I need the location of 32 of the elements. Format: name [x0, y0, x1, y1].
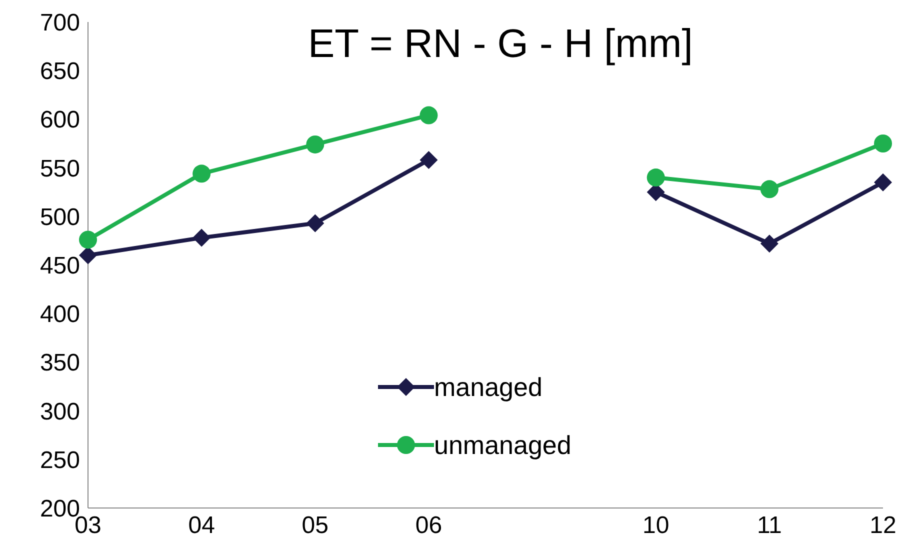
point [874, 134, 892, 152]
x-tick-label: 05 [302, 512, 328, 540]
point [420, 106, 438, 124]
x-tick-label: 12 [870, 512, 896, 540]
y-tick-label: 650 [40, 58, 80, 86]
point [420, 151, 438, 170]
y-tick-label: 300 [40, 398, 80, 426]
point [192, 228, 211, 247]
point [306, 135, 324, 154]
point [646, 168, 665, 187]
y-tick-label: 350 [40, 350, 80, 377]
x-tick-label: 10 [642, 512, 670, 540]
point [760, 180, 778, 198]
point [874, 173, 892, 192]
y-tick-label: 500 [40, 204, 80, 231]
point [760, 234, 778, 253]
point [306, 214, 324, 232]
y-tick-label: 550 [40, 155, 80, 182]
chart-title: ET = RN - G - H [mm] [308, 22, 693, 67]
x-tick-label: 06 [415, 512, 442, 540]
x-tick-label: 04 [188, 512, 215, 540]
x-tick-label: 11 [756, 512, 782, 540]
point [192, 164, 211, 183]
y-tick-label: 400 [40, 301, 80, 328]
y-tick-label: 250 [40, 446, 80, 474]
y-tick-label: 600 [40, 106, 80, 134]
point [79, 246, 97, 264]
legend-label: managed [434, 372, 542, 402]
point [79, 230, 97, 249]
y-tick-label: 450 [40, 252, 80, 280]
y-tick-label: 700 [40, 10, 80, 37]
legend-label: unmanaged [434, 430, 572, 460]
